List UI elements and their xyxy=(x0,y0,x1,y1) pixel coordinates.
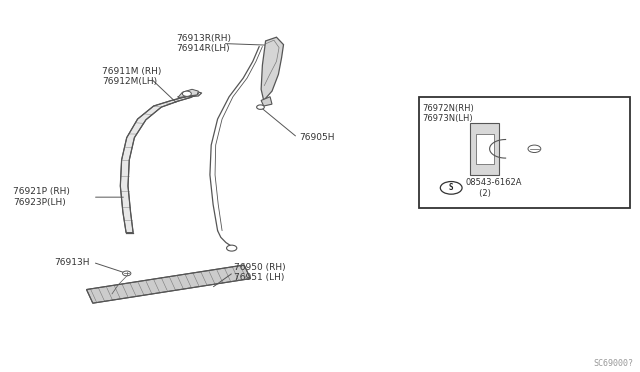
Text: 76905H: 76905H xyxy=(299,133,334,142)
Bar xyxy=(419,97,630,208)
Bar xyxy=(470,123,499,175)
Circle shape xyxy=(182,91,191,96)
Text: 76913H: 76913H xyxy=(54,258,90,267)
Polygon shape xyxy=(261,97,272,106)
Text: 76911M (RH)
76912M(LH): 76911M (RH) 76912M(LH) xyxy=(102,67,162,86)
Text: 08543-6162A
     (2): 08543-6162A (2) xyxy=(466,178,522,198)
Circle shape xyxy=(123,271,131,276)
Text: 76921P (RH)
76923P(LH): 76921P (RH) 76923P(LH) xyxy=(13,187,70,207)
Polygon shape xyxy=(261,37,284,100)
Circle shape xyxy=(440,182,462,194)
Circle shape xyxy=(528,145,541,153)
Polygon shape xyxy=(178,89,198,97)
Text: S: S xyxy=(449,183,454,192)
Polygon shape xyxy=(120,93,198,232)
Text: 76972N(RH)
76973N(LH): 76972N(RH) 76973N(LH) xyxy=(422,104,474,123)
Circle shape xyxy=(227,245,237,251)
Polygon shape xyxy=(86,265,250,303)
Text: SC69000?: SC69000? xyxy=(594,359,634,368)
Text: 76913R(RH)
76914R(LH): 76913R(RH) 76914R(LH) xyxy=(176,34,231,53)
Text: 76950 (RH)
76951 (LH): 76950 (RH) 76951 (LH) xyxy=(234,263,285,282)
Bar xyxy=(476,134,494,164)
Circle shape xyxy=(257,105,264,109)
